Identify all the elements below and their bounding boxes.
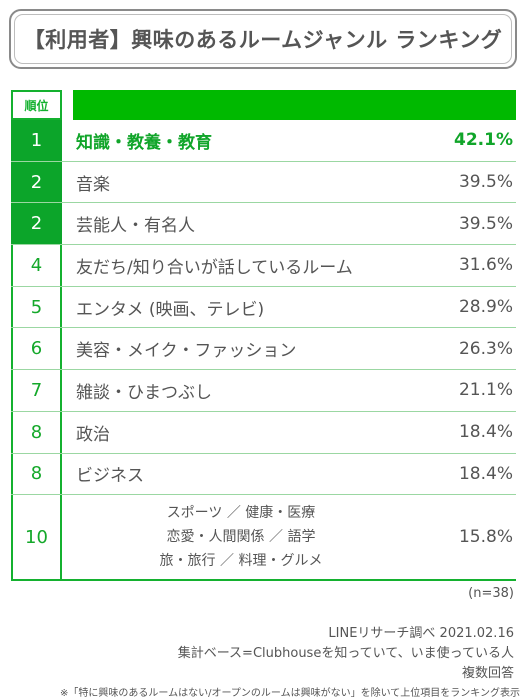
table-row: 7 雑談・ひまつぶし 21.1% — [11, 370, 516, 412]
table-row: 1 知識・教養・教育 42.1% — [11, 120, 516, 162]
genre-line: 恋愛・人間関係 ／ 語学 — [166, 529, 316, 546]
table-row: 6 美容・メイク・ファッション 26.3% — [11, 328, 516, 371]
genre-cell: 芸能人・有名人 — [76, 216, 195, 237]
rank-cell: 10 — [11, 495, 62, 580]
rank-header: 順位 — [11, 90, 62, 120]
genre-cell: 政治 — [76, 424, 110, 445]
value-cell: 28.9% — [458, 297, 513, 318]
table-row: 4 友だち/知り合いが話しているルーム 31.6% — [11, 245, 516, 287]
footnote: ※「特に興味のあるルームはない/オープンのルームは興味がない」を除いて上位項目を… — [60, 688, 520, 699]
table-row: 2 芸能人・有名人 39.5% — [11, 203, 516, 246]
table-row: 5 エンタメ (映画、テレビ) 28.9% — [11, 286, 516, 329]
genre-cell: 美容・メイク・ファッション — [76, 341, 297, 362]
genre-line: スポーツ ／ 健康・医療 — [166, 505, 316, 522]
answer-type: 複数回答 — [461, 666, 514, 681]
source-text: LINEリサーチ調べ 2021.02.16 — [328, 626, 514, 641]
genre-cell: ビジネス — [76, 466, 144, 487]
rank-cell: 8 — [11, 453, 62, 495]
title-box: 【利用者】興味のあるルームジャンル ランキング — [9, 9, 517, 69]
value-cell: 26.3% — [458, 338, 513, 359]
rank-cell: 7 — [11, 370, 62, 411]
value-cell: 18.4% — [458, 422, 513, 443]
genre-cell: 知識・教養・教育 — [76, 132, 212, 153]
genre-cell: 友だち/知り合いが話しているルーム — [76, 257, 353, 278]
value-cell: 21.1% — [458, 380, 513, 401]
genre-cell: エンタメ (映画、テレビ) — [76, 299, 265, 320]
rank-cell: 6 — [11, 328, 62, 370]
rank-cell: 1 — [11, 120, 62, 161]
table-row: 8 ビジネス 18.4% — [11, 453, 516, 496]
rank-cell: 4 — [11, 245, 62, 286]
ranking-table: 順位 1 知識・教養・教育 42.1% 2 音楽 39.5% 2 芸能人・有名人 39.5% 4 友… — [11, 90, 516, 582]
header-bar — [73, 90, 516, 120]
genre-cell: 音楽 — [76, 174, 110, 195]
table-row: 8 政治 18.4% — [11, 411, 516, 454]
value-cell: 18.4% — [458, 463, 513, 484]
table-body: 1 知識・教養・教育 42.1% 2 音楽 39.5% 2 芸能人・有名人 39.5% 4 友だち/… — [11, 120, 516, 496]
genre-line: 旅・旅行 ／ 料理・グルメ — [159, 553, 323, 570]
rank-cell: 2 — [11, 161, 62, 203]
table-header: 順位 — [11, 90, 516, 120]
value-cell: 39.5% — [458, 172, 513, 193]
table-row-last: 10 スポーツ ／ 健康・医療 恋愛・人間関係 ／ 語学 旅・旅行 ／ 料理・グ… — [11, 495, 516, 582]
value-cell: 39.5% — [458, 213, 513, 234]
genre-cell: 雑談・ひまつぶし — [76, 382, 212, 403]
value-cell: 15.8% — [458, 527, 513, 548]
rank-cell: 8 — [11, 411, 62, 453]
base-text: 集計ベース=Clubhouseを知っていて、いま使っている人 — [177, 646, 514, 661]
genre-cell-multi: スポーツ ／ 健康・医療 恋愛・人間関係 ／ 語学 旅・旅行 ／ 料理・グルメ — [62, 495, 406, 579]
rank-cell: 2 — [11, 203, 62, 245]
value-cell: 42.1% — [454, 130, 513, 151]
rank-cell: 5 — [11, 286, 62, 328]
chart-title: 【利用者】興味のあるルームジャンル ランキング — [23, 28, 503, 52]
sample-size: (n=38) — [468, 586, 514, 601]
table-row: 2 音楽 39.5% — [11, 161, 516, 204]
value-cell: 31.6% — [458, 255, 513, 276]
